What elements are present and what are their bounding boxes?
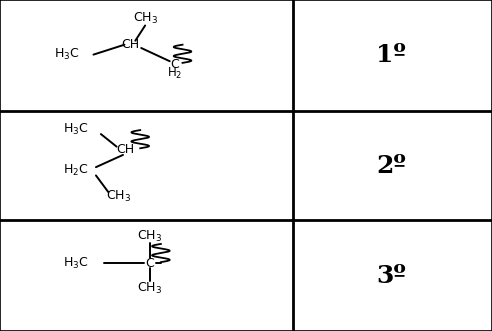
Text: 1º: 1º [376, 43, 406, 67]
Text: C: C [146, 257, 154, 270]
Text: 3º: 3º [376, 264, 406, 288]
Text: 2º: 2º [376, 154, 406, 177]
Text: $\mathregular{H_3C}$: $\mathregular{H_3C}$ [63, 121, 89, 137]
Text: $\mathregular{CH_3}$: $\mathregular{CH_3}$ [132, 11, 158, 26]
Text: $\mathregular{H_3C}$: $\mathregular{H_3C}$ [54, 47, 79, 62]
Text: CH: CH [117, 143, 134, 157]
Text: $\mathregular{CH_3}$: $\mathregular{CH_3}$ [137, 281, 163, 296]
Text: $\mathregular{CH_3}$: $\mathregular{CH_3}$ [137, 229, 163, 244]
Text: CH: CH [122, 38, 139, 51]
Text: $\mathregular{H_2C}$: $\mathregular{H_2C}$ [63, 163, 89, 178]
Text: C: C [170, 58, 179, 71]
Text: $\mathregular{H_3C}$: $\mathregular{H_3C}$ [63, 256, 89, 271]
Text: $\mathregular{CH_3}$: $\mathregular{CH_3}$ [105, 189, 131, 205]
Text: $\mathregular{H_2}$: $\mathregular{H_2}$ [167, 66, 183, 81]
